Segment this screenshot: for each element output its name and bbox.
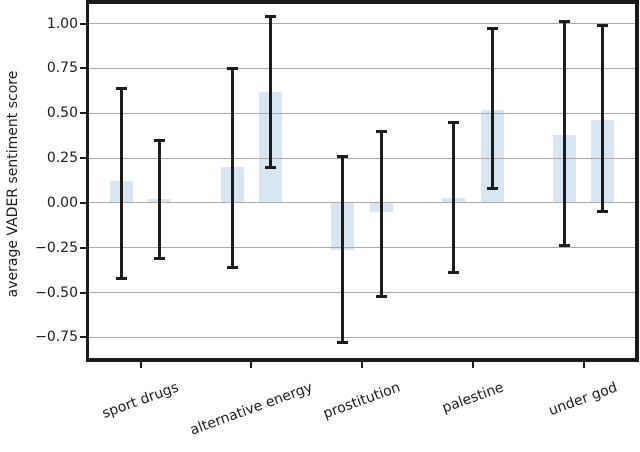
error-bar-cap [154, 138, 166, 142]
error-bar [269, 16, 272, 168]
gridline [88, 67, 635, 69]
y-tick [80, 291, 86, 294]
error-bar [341, 156, 345, 343]
gridline [88, 202, 635, 204]
x-tick [471, 362, 474, 368]
error-bar-cap [115, 86, 127, 90]
axis-spine-left [86, 0, 89, 362]
error-bar [452, 122, 455, 273]
error-bar-cap [375, 294, 387, 298]
error-bar-cap [558, 20, 570, 24]
y-tick-label: −0.75 [35, 329, 78, 346]
x-tick-label: under god [546, 379, 620, 420]
error-bar-cap [448, 271, 459, 275]
error-bar-cap [265, 165, 276, 169]
error-bar-cap [375, 129, 387, 133]
y-tick-label: 0.75 [46, 60, 78, 77]
axis-spine-top [86, 0, 639, 4]
error-bar-cap [597, 23, 609, 27]
error-bar [230, 68, 234, 268]
y-tick [80, 336, 86, 339]
error-bar-cap [154, 256, 166, 260]
x-tick-label: palestine [439, 379, 506, 417]
error-bar-cap [597, 210, 609, 214]
x-tick-label: prostitution [321, 379, 403, 423]
y-tick [80, 22, 86, 25]
error-bar-cap [226, 66, 238, 70]
error-bar-cap [558, 244, 570, 248]
error-bar [601, 25, 605, 212]
error-bar-cap [265, 14, 276, 18]
x-tick [250, 362, 253, 368]
y-tick [80, 112, 86, 115]
x-tick-label: sport drugs [100, 379, 181, 422]
y-tick-label: 0.25 [46, 150, 78, 167]
y-tick-label: 0.00 [46, 194, 78, 211]
gridline [88, 247, 635, 249]
error-bar [379, 131, 383, 297]
y-axis-label: average VADER sentiment score [5, 70, 21, 298]
gridline [88, 336, 635, 338]
gridline [88, 112, 635, 114]
error-bar [490, 28, 494, 189]
y-tick-label: −0.25 [35, 239, 78, 256]
y-tick [80, 201, 86, 204]
error-bar-cap [486, 187, 498, 191]
error-bar [119, 88, 123, 279]
x-tick-label: alternative energy [187, 379, 315, 439]
gridline [88, 157, 635, 159]
error-bar-cap [115, 276, 127, 280]
y-tick [80, 67, 86, 70]
y-tick [80, 246, 86, 249]
x-tick [139, 362, 142, 368]
y-tick [80, 157, 86, 160]
error-bar-cap [448, 120, 459, 124]
gridline [88, 292, 635, 294]
error-bar [158, 140, 162, 259]
error-bar-cap [226, 265, 238, 269]
y-tick-label: 1.00 [46, 15, 78, 32]
error-bar-cap [486, 27, 498, 31]
x-tick [361, 362, 363, 368]
y-tick-label: −0.50 [35, 284, 78, 301]
x-tick [582, 362, 585, 368]
error-bar-cap [337, 341, 349, 345]
y-tick-label: 0.50 [46, 105, 78, 122]
axis-spine-right [635, 0, 639, 362]
error-bar-cap [337, 154, 349, 158]
axis-spine-bottom [86, 358, 639, 362]
error-bar [562, 21, 566, 246]
gridline [88, 23, 635, 25]
